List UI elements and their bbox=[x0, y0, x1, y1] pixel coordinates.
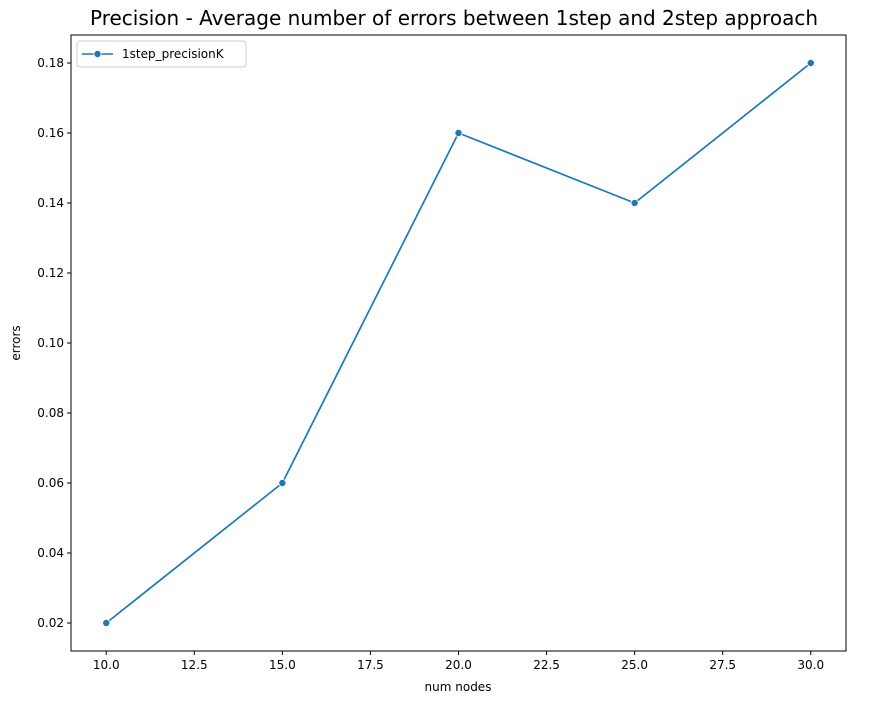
x-axis-label: num nodes bbox=[425, 680, 492, 694]
x-tick-label: 12.5 bbox=[181, 658, 208, 672]
chart-title: Precision - Average number of errors bet… bbox=[90, 6, 818, 30]
x-tick-label: 15.0 bbox=[269, 658, 296, 672]
y-tick-label: 0.10 bbox=[37, 336, 64, 350]
legend-marker bbox=[93, 50, 102, 59]
legend-box bbox=[76, 40, 247, 68]
y-tick-label: 0.12 bbox=[37, 266, 64, 280]
y-tick-label: 0.02 bbox=[37, 616, 64, 630]
series-layer bbox=[102, 59, 815, 628]
x-tick-label: 10.0 bbox=[93, 658, 120, 672]
y-tick-label: 0.06 bbox=[37, 476, 64, 490]
legend-label: 1step_precisionK bbox=[122, 47, 225, 61]
y-axis: 0.02 0.04 0.06 0.08 0.10 0.12 0.14 0.16 0.18 bbox=[37, 56, 71, 630]
y-axis-label: errors bbox=[9, 325, 23, 360]
data-point bbox=[278, 478, 287, 487]
y-tick-label: 0.14 bbox=[37, 196, 64, 210]
x-tick-label: 22.5 bbox=[533, 658, 560, 672]
legend: 1step_precisionK bbox=[76, 40, 247, 68]
data-point bbox=[102, 619, 111, 628]
data-point bbox=[630, 198, 639, 207]
x-tick-label: 30.0 bbox=[797, 658, 824, 672]
data-point bbox=[806, 59, 815, 68]
x-tick-label: 17.5 bbox=[357, 658, 384, 672]
y-tick-label: 0.04 bbox=[37, 546, 64, 560]
x-tick-label: 20.0 bbox=[445, 658, 472, 672]
x-tick-label: 27.5 bbox=[709, 658, 736, 672]
x-tick-label: 25.0 bbox=[621, 658, 648, 672]
y-tick-label: 0.18 bbox=[37, 56, 64, 70]
data-point bbox=[454, 128, 463, 137]
y-tick-label: 0.08 bbox=[37, 406, 64, 420]
x-axis: 10.0 12.5 15.0 17.5 20.0 22.5 25.0 27.5 30.0 bbox=[93, 651, 824, 672]
y-tick-label: 0.16 bbox=[37, 126, 64, 140]
